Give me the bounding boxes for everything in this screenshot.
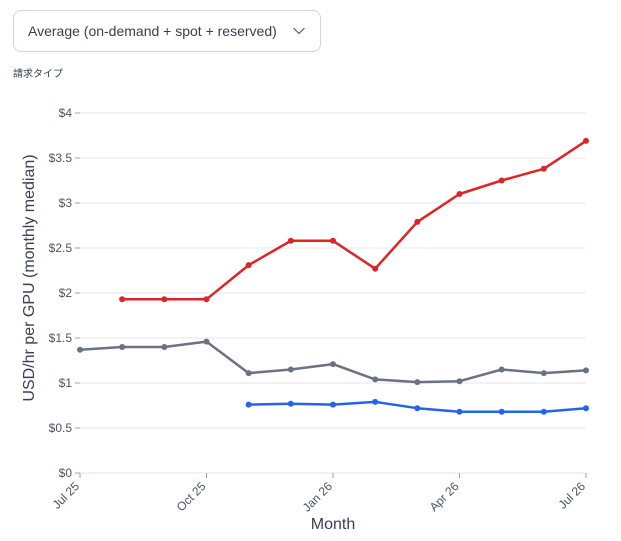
- billing-type-selected-value: Average (on-demand + spot + reserved): [28, 23, 277, 39]
- series-line: [122, 139, 587, 301]
- data-point: [372, 376, 379, 383]
- data-point: [245, 262, 252, 269]
- x-axis-title: Month: [311, 516, 355, 533]
- data-point: [372, 265, 379, 272]
- y-tick-label: $1: [59, 376, 73, 390]
- y-tick-label: $3.5: [49, 151, 73, 165]
- y-tick-label: $1.5: [49, 331, 73, 345]
- data-point: [414, 405, 421, 412]
- data-point: [287, 237, 294, 244]
- y-tick-label: $2.5: [49, 241, 73, 255]
- data-point: [330, 237, 336, 244]
- data-point: [245, 401, 252, 408]
- y-axis-ticks: $0 $0.5 $1 $1.5 $2 $2.5 $3 $3.5 $4: [49, 106, 80, 480]
- chart-grid: [80, 112, 586, 474]
- y-tick-label: $0: [59, 466, 73, 480]
- data-point: [330, 361, 336, 368]
- billing-type-caption: 請求タイプ: [13, 69, 63, 80]
- data-point: [372, 398, 379, 405]
- series-2: [77, 338, 589, 386]
- data-point: [287, 400, 294, 407]
- x-axis-ticks: Jul 25 Oct 25 Jan 26 Apr 26 Jul 26: [50, 473, 589, 515]
- data-point: [414, 218, 421, 225]
- x-tick-label: Oct 25: [174, 479, 209, 514]
- data-point: [498, 408, 505, 415]
- data-point: [287, 366, 294, 373]
- data-point: [583, 405, 589, 412]
- data-point: [498, 366, 505, 373]
- y-tick-label: $3: [59, 196, 73, 210]
- data-point: [456, 378, 463, 385]
- data-point: [414, 379, 421, 386]
- x-tick-label: Jul 25: [50, 479, 83, 512]
- data-point: [161, 344, 168, 350]
- data-point: [119, 296, 126, 303]
- y-tick-label: $0.5: [49, 421, 73, 435]
- data-point: [119, 344, 126, 350]
- x-tick-label: Apr 26: [427, 479, 462, 514]
- y-tick-label: $2: [59, 286, 73, 300]
- data-point: [540, 165, 547, 172]
- y-tick-label: $4: [59, 106, 73, 120]
- data-point: [456, 191, 463, 197]
- data-point: [330, 401, 336, 408]
- data-point: [245, 370, 252, 377]
- data-point: [540, 370, 547, 377]
- billing-type-select[interactable]: Average (on-demand + spot + reserved): [13, 10, 321, 52]
- x-tick-label: Jul 26: [556, 479, 589, 512]
- chevron-down-icon: [292, 24, 306, 38]
- data-point: [498, 177, 505, 184]
- data-point: [456, 408, 463, 415]
- data-point: [203, 296, 210, 303]
- data-point: [77, 346, 83, 353]
- data-point: [203, 338, 210, 345]
- series-1: [119, 137, 589, 303]
- data-point: [161, 296, 168, 303]
- data-point: [540, 408, 547, 415]
- data-point: [583, 367, 589, 374]
- y-axis-title: USD/hr per GPU (monthly median): [21, 154, 38, 401]
- chart-series: [77, 137, 589, 415]
- x-tick-label: Jan 26: [300, 479, 336, 515]
- series-3: [245, 398, 589, 415]
- data-point: [583, 137, 589, 144]
